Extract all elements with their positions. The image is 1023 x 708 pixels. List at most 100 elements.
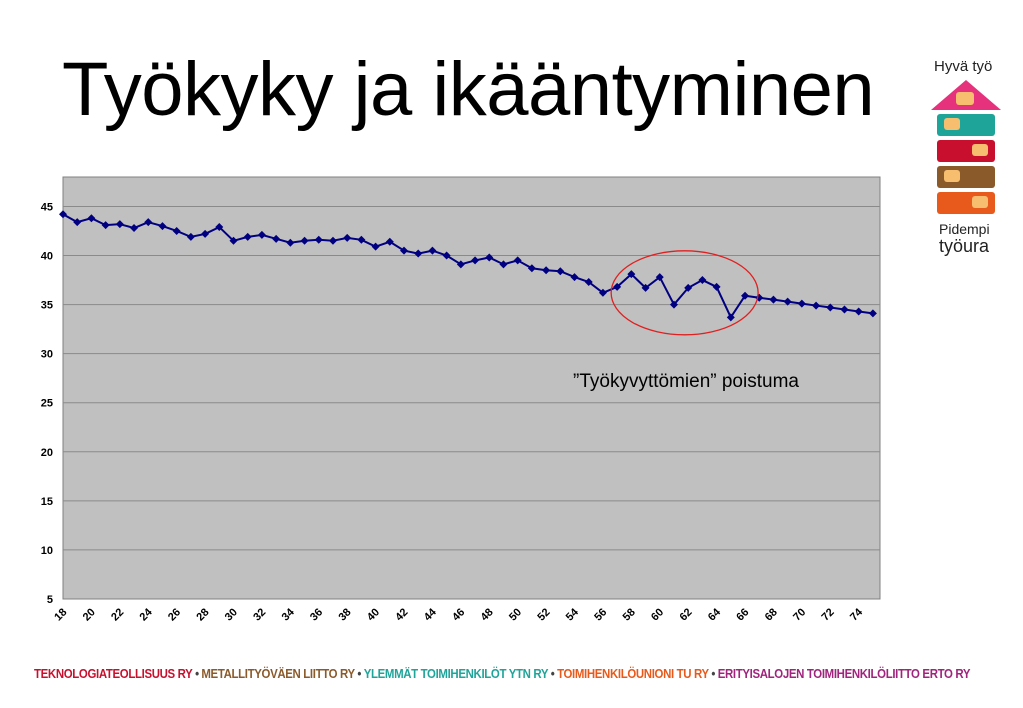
x-tick-label: 50 xyxy=(507,606,524,623)
x-tick-label: 34 xyxy=(280,606,298,624)
data-point xyxy=(471,256,480,265)
data-point xyxy=(669,300,678,309)
x-tick-label: 30 xyxy=(223,606,240,623)
data-point xyxy=(229,236,238,245)
x-tick-label: 24 xyxy=(138,606,156,624)
data-point xyxy=(613,282,622,291)
y-tick-label: 25 xyxy=(41,398,53,410)
data-point xyxy=(741,291,750,300)
data-point xyxy=(357,235,366,244)
logo-bottom-text-1: Pidempi xyxy=(939,221,990,237)
y-tick-label: 30 xyxy=(41,349,53,361)
data-point xyxy=(414,249,423,258)
data-point xyxy=(300,236,309,245)
data-point xyxy=(783,297,792,306)
slide-title: Työkyky ja ikääntyminen xyxy=(62,47,875,132)
footer-separator: • xyxy=(550,666,555,681)
data-point xyxy=(627,270,636,279)
data-point xyxy=(840,305,849,314)
x-tick-label: 58 xyxy=(621,606,638,623)
x-tick-label: 20 xyxy=(81,606,98,623)
data-point xyxy=(826,303,835,312)
data-point xyxy=(115,220,124,229)
data-point xyxy=(570,273,579,282)
data-point xyxy=(343,233,352,242)
x-tick-label: 64 xyxy=(706,606,724,624)
x-tick-label: 22 xyxy=(109,606,126,623)
data-point xyxy=(201,229,210,238)
data-point xyxy=(314,235,323,244)
data-point xyxy=(641,283,650,292)
y-tick-label: 35 xyxy=(41,300,53,312)
data-point xyxy=(499,260,508,269)
x-tick-label: 38 xyxy=(336,606,353,623)
data-point xyxy=(215,223,224,232)
data-point xyxy=(442,251,451,260)
data-point xyxy=(584,278,593,287)
logo-bottom-text-2: työura xyxy=(939,236,990,256)
data-point xyxy=(485,253,494,262)
footer-organization: ERITYISALOJEN TOIMIHENKILÖLIITTO ERTO RY xyxy=(717,666,971,681)
line-chart-svg: 5 10 15 20 25 30 35 40 45 18 20 22 24 26 28 30 32 34 36 38 4… xyxy=(41,176,881,624)
data-point xyxy=(812,301,821,310)
x-tick-label: 42 xyxy=(393,606,410,623)
data-point xyxy=(556,267,565,276)
y-tick-label: 45 xyxy=(41,201,53,213)
data-point xyxy=(684,283,693,292)
x-tick-label: 32 xyxy=(251,606,268,623)
series-line xyxy=(62,213,874,320)
data-point xyxy=(726,313,735,322)
data-point xyxy=(854,307,863,316)
x-tick-label: 44 xyxy=(422,606,440,624)
data-point xyxy=(158,222,167,231)
data-point xyxy=(769,295,778,304)
y-tick-label: 20 xyxy=(41,447,53,459)
x-tick-label: 18 xyxy=(52,606,69,623)
x-tick-label: 54 xyxy=(564,606,582,624)
data-point xyxy=(371,242,380,251)
footer-separator: • xyxy=(357,666,362,681)
data-point xyxy=(243,232,252,241)
logo-top-text: Hyvä työ xyxy=(934,58,993,75)
x-tick-label: 60 xyxy=(649,606,666,623)
data-point xyxy=(868,309,877,318)
data-point xyxy=(272,234,281,243)
data-point xyxy=(59,210,67,219)
logo-house-icon xyxy=(931,80,1001,214)
annotation-circle xyxy=(610,250,759,336)
data-point xyxy=(797,299,806,308)
footer-organization: TEKNOLOGIATEOLLISUUS RY xyxy=(34,666,193,681)
data-point xyxy=(712,282,721,291)
data-point xyxy=(655,273,664,282)
data-point xyxy=(186,232,195,241)
x-tick-label: 66 xyxy=(734,606,751,623)
x-tick-label: 26 xyxy=(166,606,183,623)
footer-organization: TOIMIHENKILÖUNIONI TU RY xyxy=(557,666,709,681)
x-tick-label: 46 xyxy=(450,606,467,623)
x-tick-label: 74 xyxy=(848,606,866,624)
footer-organization: YLEMMÄT TOIMIHENKILÖT YTN RY xyxy=(363,666,549,681)
y-tick-label: 40 xyxy=(41,251,53,263)
data-point xyxy=(257,230,266,239)
data-point xyxy=(130,224,139,233)
plot-area xyxy=(62,176,881,600)
x-tick-label: 52 xyxy=(535,606,552,623)
data-point xyxy=(456,260,465,269)
data-point xyxy=(527,264,536,273)
annotation-text: ”Työkyvyttömien” poistuma xyxy=(573,371,799,392)
footer-separator: • xyxy=(711,666,716,681)
x-tick-label: 68 xyxy=(763,606,780,623)
data-point xyxy=(513,256,522,265)
x-tick-label: 48 xyxy=(479,606,496,623)
hyva-tyo-logo: Hyvä työ Pidempi työura xyxy=(926,58,1006,263)
data-point xyxy=(172,226,181,235)
footer-organizations: TEKNOLOGIATEOLLISUUS RY • METALLITYÖVÄEN L… xyxy=(34,666,971,681)
x-tick-label: 62 xyxy=(677,606,694,623)
data-point xyxy=(73,218,82,227)
x-tick-label: 56 xyxy=(592,606,609,623)
x-tick-label: 36 xyxy=(308,606,325,623)
chart: 5 10 15 20 25 30 35 40 45 18 20 22 24 26 28 30 32 34 36 38 4… xyxy=(0,170,900,650)
data-point xyxy=(286,238,295,247)
data-point xyxy=(598,288,607,297)
data-point xyxy=(385,237,394,246)
